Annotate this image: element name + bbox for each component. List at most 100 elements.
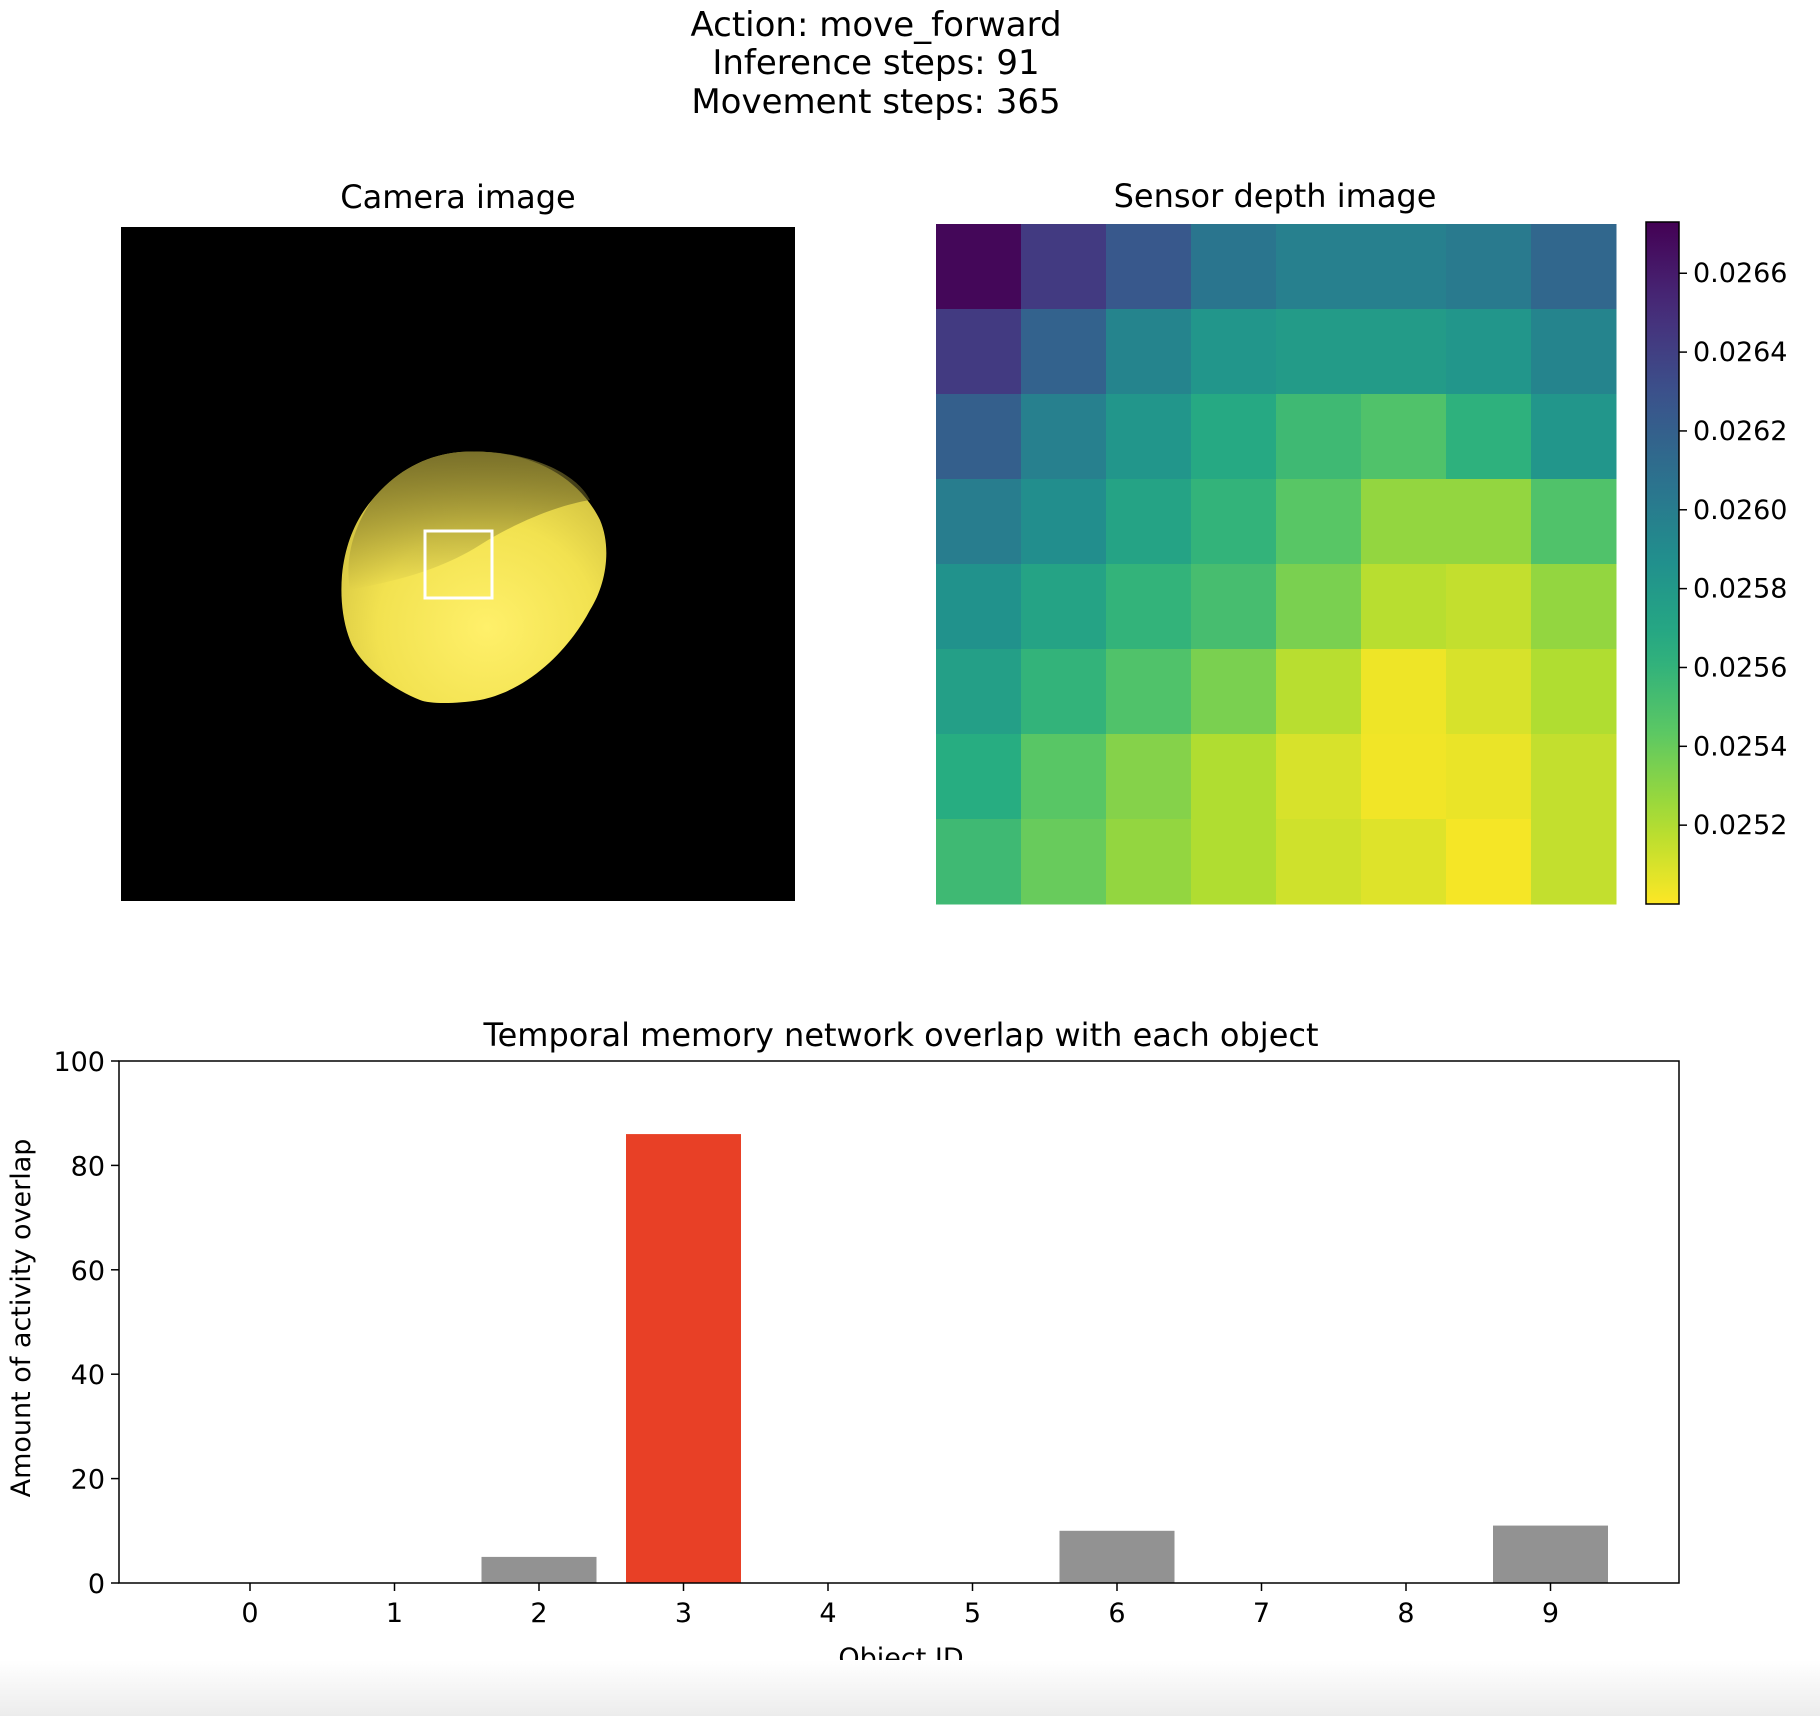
heatmap-cell bbox=[1021, 564, 1107, 650]
heatmap-cell bbox=[1191, 649, 1277, 735]
colorbar-tick-label: 0.0254 bbox=[1693, 731, 1787, 762]
heatmap-cell bbox=[1276, 479, 1362, 565]
suptitle-action: Action: move_forward bbox=[690, 5, 1061, 45]
heatmap-cell bbox=[1531, 819, 1617, 905]
bar-chart-title: Temporal memory network overlap with eac… bbox=[482, 1016, 1318, 1054]
heatmap-cell bbox=[1191, 564, 1277, 650]
colorbar-tick-label: 0.0264 bbox=[1693, 337, 1787, 368]
heatmap-cell bbox=[1361, 479, 1447, 565]
colorbar-tick-label: 0.0266 bbox=[1693, 258, 1787, 289]
heatmap-cell bbox=[1531, 479, 1617, 565]
x-tick-label: 8 bbox=[1397, 1598, 1414, 1629]
heatmap-cell bbox=[1361, 564, 1447, 650]
heatmap-cell bbox=[1191, 224, 1277, 310]
y-tick-label: 100 bbox=[53, 1047, 105, 1078]
heatmap-cell bbox=[1531, 309, 1617, 395]
heatmap-cell bbox=[1106, 479, 1192, 565]
colorbar-tick-label: 0.0258 bbox=[1693, 574, 1787, 605]
heatmap-cell bbox=[1021, 734, 1107, 820]
heatmap-cell bbox=[1446, 309, 1532, 395]
heatmap-cell bbox=[1361, 819, 1447, 905]
suptitle-inference-steps: Inference steps: 91 bbox=[712, 43, 1039, 83]
sensor-patch-box bbox=[423, 529, 494, 600]
heatmap-cell bbox=[1191, 734, 1277, 820]
heatmap-cell bbox=[1531, 649, 1617, 735]
y-tick-label: 20 bbox=[71, 1465, 105, 1496]
depth-image-title: Sensor depth image bbox=[1114, 177, 1437, 215]
heatmap-cell bbox=[1021, 309, 1107, 395]
heatmap-cell bbox=[1361, 224, 1447, 310]
heatmap-cell bbox=[1021, 819, 1107, 905]
depth-heatmap bbox=[936, 224, 1617, 905]
heatmap-cell bbox=[1276, 734, 1362, 820]
heatmap-cell bbox=[1191, 394, 1277, 480]
x-tick-label: 0 bbox=[241, 1598, 258, 1629]
heatmap-cell bbox=[1106, 734, 1192, 820]
heatmap-cell bbox=[1446, 224, 1532, 310]
heatmap-cell bbox=[936, 649, 1022, 735]
bar bbox=[1059, 1530, 1175, 1583]
heatmap-cell bbox=[1446, 394, 1532, 480]
overlap-bar-chart: 0 1 2 3 4 5 6 7 8 9 0 20 40 60 80 100 bbox=[53, 1047, 1680, 1629]
heatmap-cell bbox=[1531, 224, 1617, 310]
bar bbox=[626, 1134, 741, 1583]
heatmap-cell bbox=[1106, 649, 1192, 735]
heatmap-cell bbox=[1361, 394, 1447, 480]
heatmap-cell bbox=[1021, 224, 1107, 310]
heatmap-cell bbox=[1106, 224, 1192, 310]
x-tick-label: 1 bbox=[386, 1598, 403, 1629]
x-tick-label: 3 bbox=[675, 1598, 692, 1629]
camera-object-shadow bbox=[348, 451, 590, 590]
heatmap-cell bbox=[1276, 309, 1362, 395]
suptitle-movement-steps: Movement steps: 365 bbox=[691, 82, 1060, 122]
heatmap-cell bbox=[1446, 649, 1532, 735]
heatmap-cell bbox=[1446, 479, 1532, 565]
y-axis-label: Amount of activity overlap bbox=[6, 1139, 37, 1498]
colorbar-tick-label: 0.0260 bbox=[1693, 495, 1787, 526]
camera-image bbox=[121, 227, 795, 901]
heatmap-cell bbox=[1276, 224, 1362, 310]
heatmap-cell bbox=[1276, 394, 1362, 480]
heatmap-cell bbox=[1446, 564, 1532, 650]
heatmap-cell bbox=[1191, 819, 1277, 905]
x-tick-label: 5 bbox=[964, 1598, 981, 1629]
heatmap-cell bbox=[936, 479, 1022, 565]
heatmap-cell bbox=[1276, 649, 1362, 735]
heatmap-cell bbox=[1361, 649, 1447, 735]
heatmap-cell bbox=[1446, 819, 1532, 905]
bar bbox=[1493, 1525, 1608, 1583]
heatmap-cell bbox=[1531, 394, 1617, 480]
heatmap-cell bbox=[1021, 479, 1107, 565]
heatmap-cell bbox=[936, 564, 1022, 650]
heatmap-cell bbox=[1106, 564, 1192, 650]
colorbar-tick-label: 0.0256 bbox=[1693, 652, 1787, 683]
heatmap-cell bbox=[936, 224, 1022, 310]
plot-frame bbox=[118, 1060, 1680, 1584]
y-tick-label: 60 bbox=[71, 1256, 105, 1287]
heatmap-cell bbox=[936, 734, 1022, 820]
heatmap-cell bbox=[1276, 819, 1362, 905]
heatmap-cell bbox=[936, 309, 1022, 395]
x-tick-label: 4 bbox=[819, 1598, 836, 1629]
heatmap-cell bbox=[1276, 564, 1362, 650]
heatmap-cell bbox=[1191, 479, 1277, 565]
y-tick-label: 40 bbox=[71, 1360, 105, 1391]
heatmap-cell bbox=[1106, 309, 1192, 395]
figure-suptitle: Action: move_forward Inference steps: 91… bbox=[690, 5, 1061, 122]
heatmap-cell bbox=[1021, 394, 1107, 480]
colorbar-tick-label: 0.0262 bbox=[1693, 416, 1787, 447]
x-tick-label: 6 bbox=[1108, 1598, 1125, 1629]
heatmap-cell bbox=[1106, 819, 1192, 905]
depth-colorbar: 0.0252 0.0254 0.0256 0.0258 0.0260 0.0262 0.02… bbox=[1645, 221, 1787, 905]
heatmap-cell bbox=[1531, 734, 1617, 820]
heatmap-cell bbox=[1361, 309, 1447, 395]
heatmap-cell bbox=[1531, 564, 1617, 650]
bar bbox=[481, 1556, 597, 1583]
y-tick-label: 0 bbox=[88, 1569, 105, 1600]
heatmap-cell bbox=[1106, 394, 1192, 480]
colorbar-tick-label: 0.0252 bbox=[1693, 810, 1787, 841]
colorbar-gradient bbox=[1645, 221, 1680, 905]
x-tick-label: 7 bbox=[1253, 1598, 1270, 1629]
heatmap-cell bbox=[1446, 734, 1532, 820]
